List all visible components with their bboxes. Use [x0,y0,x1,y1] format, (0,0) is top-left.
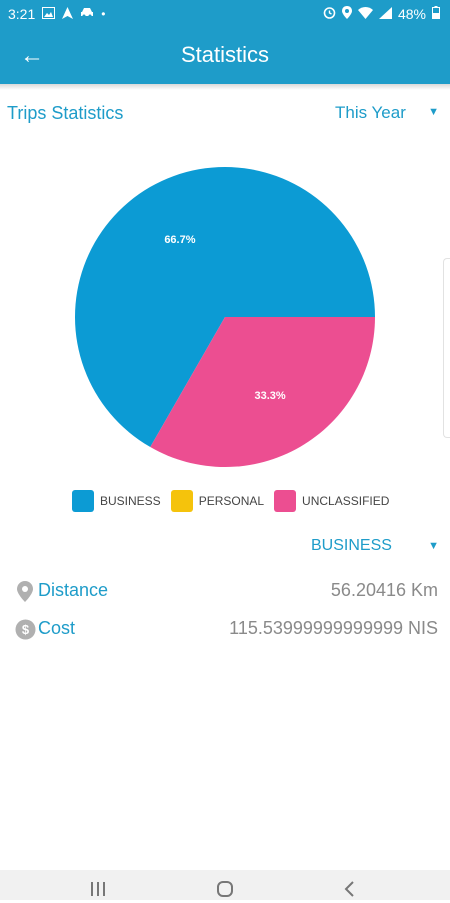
status-time: 3:21 [8,6,36,22]
distance-value: 56.20416 Km [330,580,438,600]
location-icon [341,6,352,22]
recent-apps-button[interactable] [78,880,118,900]
pie-slice-business[interactable] [75,167,375,448]
nav-back-button[interactable] [330,880,370,900]
category-select-value: BUSINESS [311,537,392,554]
system-nav-bar [0,870,450,900]
period-select[interactable]: This Year ▼ [335,103,441,127]
side-panel-handle[interactable] [443,258,450,438]
gallery-icon [42,6,56,22]
recent-apps-icon [91,882,105,896]
pie-chart-svg: 66.7% 33.3% [75,167,375,467]
home-button[interactable] [205,880,245,900]
back-icon [344,881,354,897]
legend-label-business: BUSINESS [100,494,161,508]
battery-icon [432,6,440,22]
legend-item-business: BUSINESS [72,490,161,512]
period-select-value: This Year [335,103,406,122]
alarm-icon [323,6,336,22]
signal-icon [378,6,392,22]
legend-item-personal: PERSONAL [170,490,265,512]
pie-chart: 66.7% 33.3% [74,166,376,468]
wifi-icon [357,6,373,22]
caret-down-icon: ▼ [428,106,439,118]
caret-down-icon: ▼ [428,540,439,552]
page-title: Statistics [180,42,270,67]
legend-item-unclassified: UNCLASSIFIED [274,490,389,512]
distance-label: Distance [38,580,109,600]
dollar-coin-icon: $ [14,618,36,640]
status-bar: 3:21 • 48% [0,0,450,28]
cost-label: Cost [38,618,76,638]
legend-swatch-business [72,490,94,512]
navigation-icon [62,6,74,22]
category-select[interactable]: BUSINESS ▼ [311,537,441,561]
legend-swatch-unclassified [274,490,297,512]
legend-label-unclassified: UNCLASSIFIED [302,494,390,508]
section-title: Trips Statistics [7,103,124,123]
app-bar: ← Statistics [0,28,450,84]
location-pin-icon [14,580,36,602]
pie-label-unclassified: 33.3% [254,390,285,402]
cost-row: $ Cost 115.53999999999999 NIS [14,616,438,644]
home-icon [217,881,233,897]
chart-legend: BUSINESS PERSONAL UNCLASSIFIED [72,490,399,512]
pie-slice-unclassified[interactable] [150,317,375,467]
legend-swatch-personal [170,490,193,512]
pie-label-business: 66.7% [164,234,195,246]
header-shadow [0,84,450,90]
legend-label-personal: PERSONAL [198,494,265,508]
distance-row: Distance 56.20416 Km [14,578,438,606]
battery-percent: 48% [397,6,426,22]
dot-icon: • [101,7,106,21]
back-button[interactable]: ← [18,42,46,70]
arrow-left-icon: ← [20,42,44,69]
cost-value: 115.53999999999999 NIS [229,618,438,638]
car-icon [80,7,94,21]
svg-text:$: $ [21,622,29,637]
